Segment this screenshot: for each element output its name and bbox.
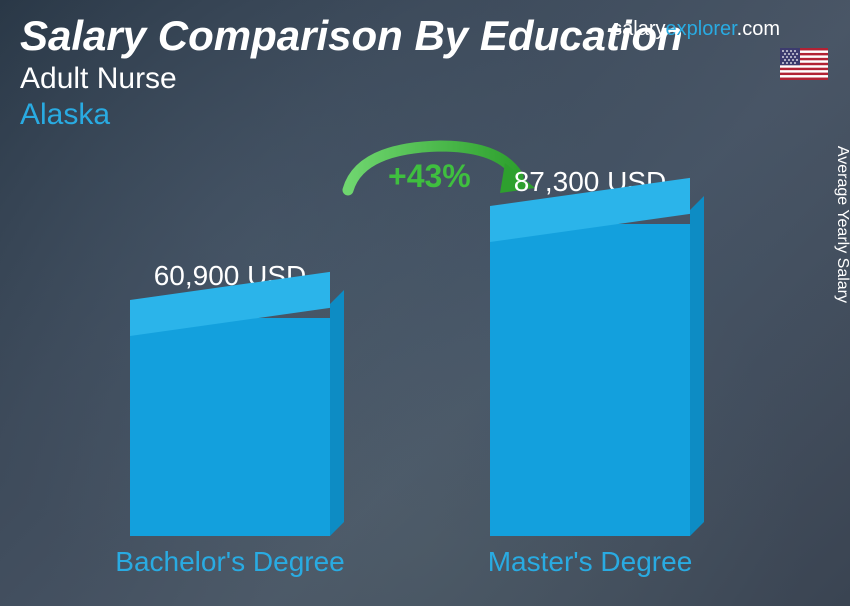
brand-right: explorer [666, 18, 737, 40]
bar-masters: 87,300 USD [490, 224, 690, 536]
category-label-masters: Master's Degree [450, 546, 730, 578]
bar-bachelors: 60,900 USD [130, 318, 330, 536]
brand-label: salaryexplorer.com [612, 18, 780, 41]
us-flag-icon [780, 48, 828, 80]
chart-area: 60,900 USD 87,300 USD Bachelor's Degree … [0, 155, 850, 586]
chart-location: Alaska [20, 98, 830, 132]
brand-suffix: .com [737, 18, 780, 40]
brand-left: salary [612, 18, 665, 40]
chart-subtitle: Adult Nurse [20, 62, 830, 96]
category-label-bachelors: Bachelor's Degree [90, 546, 370, 578]
